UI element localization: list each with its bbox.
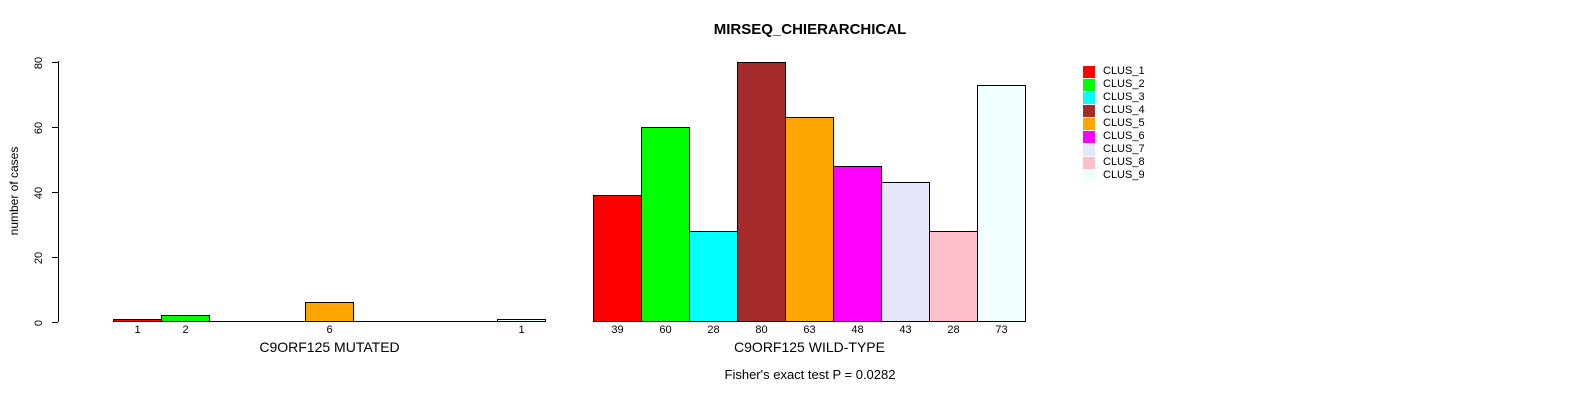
legend-swatch-icon — [1083, 156, 1095, 169]
legend-item-clus_7: CLUS_7 — [1083, 143, 1145, 156]
fisher-test-caption: Fisher's exact test P = 0.0282 — [724, 367, 896, 382]
y-axis-tick — [52, 257, 58, 258]
bar-clus_1 — [113, 319, 162, 322]
legend-label: CLUS_7 — [1103, 143, 1145, 155]
bar-clus_5 — [305, 302, 354, 322]
legend-item-clus_2: CLUS_2 — [1083, 78, 1145, 91]
bar-clus_4 — [737, 62, 786, 322]
bar-value-label: 28 — [707, 324, 720, 336]
legend-swatch-icon — [1083, 65, 1095, 78]
y-axis-tick-label: 0 — [33, 319, 45, 326]
legend-item-clus_9: CLUS_9 — [1083, 169, 1145, 182]
legend-item-clus_8: CLUS_8 — [1083, 156, 1145, 169]
y-axis-tick — [52, 322, 58, 323]
bar-clus_9 — [497, 319, 546, 322]
bar-value-label: 6 — [326, 324, 333, 336]
bar-clus_5 — [785, 117, 834, 322]
bar-value-label: 1 — [518, 324, 525, 336]
bar-clus_2 — [641, 127, 690, 322]
legend-swatch-icon — [1083, 143, 1095, 156]
y-axis-tick-label: 60 — [33, 121, 45, 134]
y-axis-tick-label: 80 — [33, 56, 45, 69]
bar-clus_7 — [881, 182, 930, 322]
chart-title: MIRSEQ_CHIERARCHICAL — [713, 21, 907, 38]
bar-clus_1 — [593, 195, 642, 322]
y-axis-title: number of cases — [7, 146, 21, 236]
legend-swatch-icon — [1083, 130, 1095, 143]
y-axis-tick — [52, 192, 58, 193]
bar-value-label: 73 — [995, 324, 1008, 336]
legend-label: CLUS_8 — [1103, 156, 1145, 168]
legend-item-clus_6: CLUS_6 — [1083, 130, 1145, 143]
bar-clus_2 — [161, 315, 210, 322]
bar-value-label: 80 — [755, 324, 768, 336]
bar-value-label: 1 — [134, 324, 141, 336]
legend-label: CLUS_5 — [1103, 117, 1145, 129]
bar-value-label: 28 — [947, 324, 960, 336]
legend-swatch-icon — [1083, 78, 1095, 91]
legend-label: CLUS_6 — [1103, 130, 1145, 142]
legend-swatch-icon — [1083, 169, 1095, 182]
legend-item-clus_1: CLUS_1 — [1083, 65, 1145, 78]
legend: CLUS_1 CLUS_2 CLUS_3 CLUS_4 CLUS_5 CLUS_6 CLUS… — [1083, 65, 1145, 182]
legend-label: CLUS_4 — [1103, 104, 1145, 116]
y-axis-tick — [52, 62, 58, 63]
group-label: C9ORF125 MUTATED — [259, 339, 400, 355]
y-axis-tick-label: 20 — [33, 251, 45, 264]
bar-clus_6 — [833, 166, 882, 322]
legend-item-clus_3: CLUS_3 — [1083, 91, 1145, 104]
bar-clus_9 — [977, 85, 1026, 322]
legend-item-clus_5: CLUS_5 — [1083, 117, 1145, 130]
bar-clus_3 — [689, 231, 738, 322]
legend-label: CLUS_1 — [1103, 65, 1145, 77]
bar-value-label: 63 — [803, 324, 816, 336]
bar-clus_8 — [929, 231, 978, 322]
bar-value-label: 39 — [611, 324, 624, 336]
y-axis-tick — [52, 127, 58, 128]
legend-swatch-icon — [1083, 91, 1095, 104]
bar-value-label: 60 — [659, 324, 672, 336]
y-axis-line — [58, 61, 59, 322]
legend-swatch-icon — [1083, 104, 1095, 117]
group-label: C9ORF125 WILD-TYPE — [734, 339, 885, 355]
bar-value-label: 2 — [182, 324, 189, 336]
bar-value-label: 43 — [899, 324, 912, 336]
legend-item-clus_4: CLUS_4 — [1083, 104, 1145, 117]
legend-label: CLUS_9 — [1103, 169, 1145, 181]
legend-swatch-icon — [1083, 117, 1095, 130]
legend-label: CLUS_2 — [1103, 78, 1145, 90]
bar-value-label: 48 — [851, 324, 864, 336]
legend-label: CLUS_3 — [1103, 91, 1145, 103]
y-axis-tick-label: 40 — [33, 186, 45, 199]
